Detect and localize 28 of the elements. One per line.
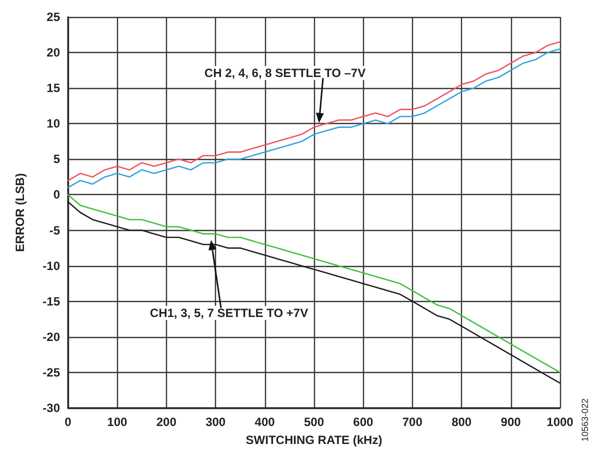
x-tick-label: 200 xyxy=(156,415,177,429)
y-tick-label: 10 xyxy=(46,116,60,131)
y-tick-label: -10 xyxy=(42,258,60,273)
y-tick-label: 25 xyxy=(46,10,60,24)
y-tick-label: -25 xyxy=(42,365,60,380)
x-tick-label: 800 xyxy=(452,415,472,429)
x-axis-title: SWITCHING RATE (kHz) xyxy=(246,433,382,447)
x-tick-label: 0 xyxy=(64,415,72,429)
x-tick-label: 400 xyxy=(254,415,276,429)
y-axis-title: ERROR (LSB) xyxy=(13,173,27,252)
x-tick-label: 100 xyxy=(107,415,128,429)
x-tick-label: 300 xyxy=(206,415,226,429)
x-tick-label: 600 xyxy=(353,415,374,429)
y-tick-label: -20 xyxy=(42,330,60,344)
x-tick-label: 1000 xyxy=(546,415,574,429)
annotation: CH1, 3, 5, 7 SETTLE TO +7V xyxy=(150,306,308,320)
y-tick-label: 5 xyxy=(53,152,60,166)
y-tick-label: -30 xyxy=(42,401,60,415)
text: 10563-022 xyxy=(580,398,590,442)
x-tick-label: 700 xyxy=(402,415,423,429)
y-tick-label: -15 xyxy=(42,294,60,308)
y-tick-label: 15 xyxy=(46,81,60,96)
y-tick-label: 20 xyxy=(46,46,60,60)
x-tick-label: 900 xyxy=(500,415,522,429)
y-tick-label: 0 xyxy=(53,188,60,202)
x-tick-label: 500 xyxy=(304,415,324,429)
y-tick-label: -5 xyxy=(49,223,60,238)
annotation: CH 2, 4, 6, 8 SETTLE TO –7V xyxy=(204,66,366,80)
